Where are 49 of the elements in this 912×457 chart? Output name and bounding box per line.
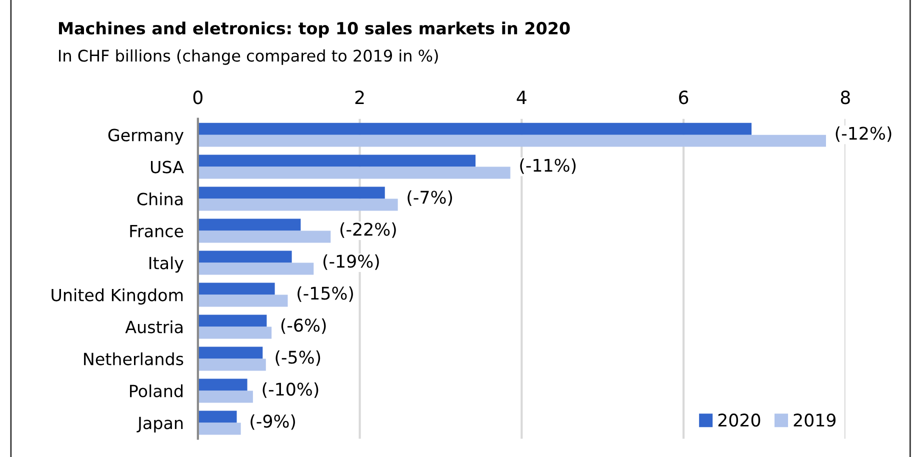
bar xyxy=(198,250,292,263)
bar xyxy=(198,294,288,307)
legend-label: 2019 xyxy=(794,414,836,427)
bar xyxy=(198,358,266,371)
y-tick-label: United Kingdom xyxy=(52,288,183,305)
bar xyxy=(198,378,248,391)
x-tick-label: 4 xyxy=(516,90,526,104)
bar xyxy=(198,346,263,359)
bar xyxy=(198,262,314,275)
x-tick-label: 0 xyxy=(193,90,202,104)
bar xyxy=(198,326,272,339)
y-tick-label: Germany xyxy=(108,128,184,145)
y-tick-label: Poland xyxy=(130,384,182,398)
bar xyxy=(198,282,275,295)
bar xyxy=(198,154,476,167)
bar xyxy=(198,230,331,243)
bar xyxy=(198,422,241,435)
bar xyxy=(198,186,385,199)
annotation: (-12%) xyxy=(836,126,892,142)
y-tick-label: Italy xyxy=(149,256,184,273)
y-tick-label: USA xyxy=(150,160,184,174)
bar xyxy=(198,314,267,327)
annotation: (-6%) xyxy=(281,318,326,334)
annotation: (-22%) xyxy=(340,222,396,238)
y-tick-label: China xyxy=(137,192,183,206)
x-tick-label: 6 xyxy=(679,90,688,104)
y-tick-label: France xyxy=(130,224,184,238)
y-tick-label: Netherlands xyxy=(84,352,184,366)
annotation: (-19%) xyxy=(323,254,379,270)
x-tick-label: 8 xyxy=(840,90,850,104)
annotation: (-10%) xyxy=(262,382,318,398)
bar xyxy=(198,198,398,211)
annotation: (-11%) xyxy=(520,158,576,174)
annotation: (-7%) xyxy=(408,190,452,206)
legend-label: 2020 xyxy=(718,414,760,427)
bar xyxy=(198,166,510,179)
chart-title: Machines and eletronics: top 10 sales markets in 2020 xyxy=(58,22,570,38)
chart-subtitle: In CHF billions (change compared to 2019 in %) xyxy=(59,49,438,65)
bar xyxy=(198,122,752,135)
annotation: (-5%) xyxy=(276,350,320,366)
annotation: (-9%) xyxy=(250,414,295,430)
bar xyxy=(198,218,301,231)
bar xyxy=(198,410,237,423)
bar xyxy=(198,390,253,403)
x-tick-label: 2 xyxy=(355,90,364,104)
y-tick-label: Austria xyxy=(125,320,183,334)
annotation: (-15%) xyxy=(298,286,353,302)
y-tick-label: Japan xyxy=(136,416,183,433)
bar xyxy=(198,134,826,147)
